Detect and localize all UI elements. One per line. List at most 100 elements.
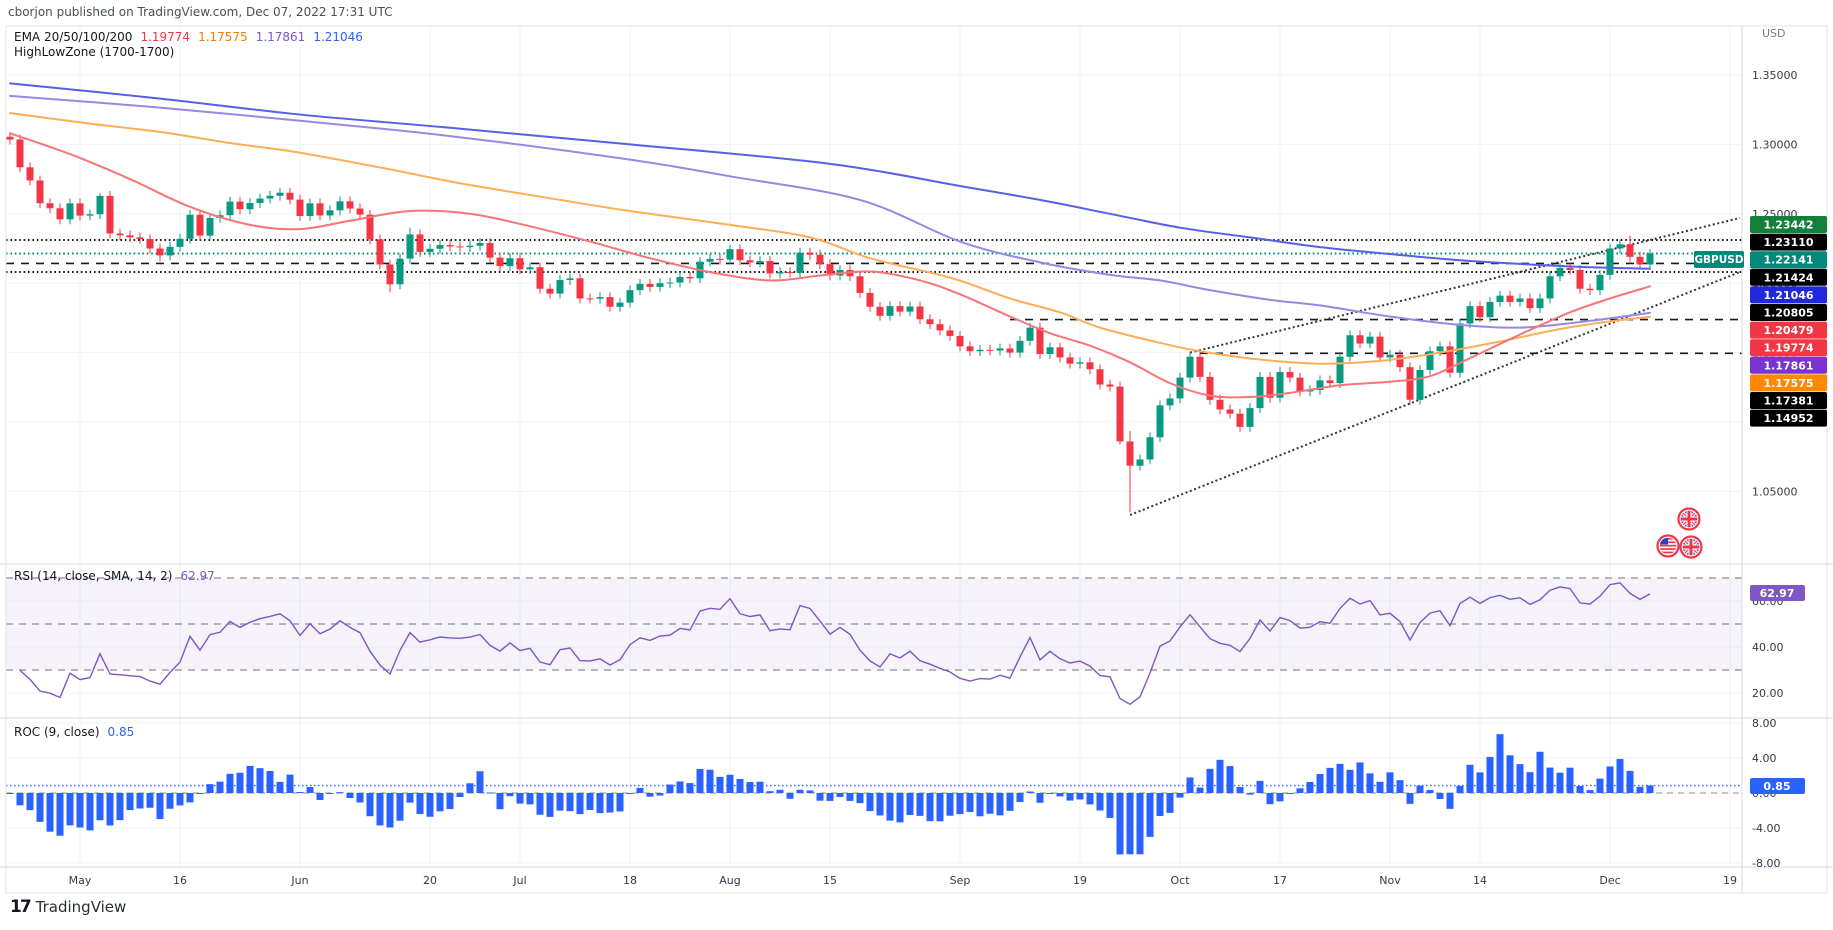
roc-bar [486,792,494,794]
flag-stickers[interactable] [1656,507,1703,559]
candle-body [1166,398,1174,406]
price-badge [1750,286,1827,304]
roc-bar [1356,762,1364,793]
ema50-line [9,112,1651,365]
roc-bar [846,793,854,801]
roc-bar [1416,785,1424,793]
candle-body [1466,306,1474,324]
time-scale[interactable]: May 16 Jun 20 Jul 18 Aug 15 Sep 19 Oct 17 Nov 14 Dec 19 [69,874,1737,887]
roc-bar [716,776,724,793]
roc-bar [906,793,914,815]
roc-tick-label: -8.00 [1752,857,1780,870]
roc-bar [706,769,714,793]
candle-body [996,348,1004,351]
roc-bar [1646,785,1654,793]
price-badge-value: 1.23442 [1763,219,1813,232]
candle-body [1516,298,1524,302]
candle-body [256,198,264,203]
price-badge-value: 1.19774 [1763,342,1813,355]
candle-body [1156,405,1164,438]
roc-bar [516,793,524,804]
rsi-legend[interactable]: RSI (14, close, SMA, 14, 2) 62.97 [14,569,215,583]
roc-label: ROC (9, close) [14,725,100,739]
candle-body [1586,288,1594,291]
roc-bar [316,793,324,800]
roc-bar [926,793,934,822]
candle-body [96,195,104,215]
candle-body [486,242,494,258]
roc-bar [1156,793,1164,816]
candle-body [326,210,334,216]
roc-bar [1076,793,1084,800]
price-scale-currency[interactable]: USD [1762,27,1786,40]
candle-body [1226,409,1234,414]
candle-body [1546,276,1554,299]
roc-bar [1026,791,1034,793]
roc-bar [166,793,174,809]
roc-bar [136,793,144,809]
roc-tick-label: 8.00 [1752,717,1777,730]
ema-legend[interactable]: EMA 20/50/100/200 1.19774 1.17575 1.1786… [14,30,363,44]
roc-bar [146,793,154,808]
candle-body [1066,357,1074,364]
dotted-trendline[interactable] [1129,271,1741,516]
candle-body [666,282,674,284]
candle-body [636,283,644,291]
roc-bar [1486,756,1494,793]
roc-bar [586,793,594,810]
roc-bar [106,793,114,826]
candle-body [346,201,354,209]
candle-body [1206,376,1214,400]
roc-bar [1246,793,1254,795]
ema100-value: 1.17861 [255,30,306,44]
roc-bar [1346,769,1354,793]
price-scale[interactable]: 1.350001.300001.250001.200001.150001.100… [1752,69,1798,870]
candle-body [656,283,664,287]
tradingview-brand[interactable]: 17 TradingView [10,897,126,917]
roc-bar [1506,755,1514,793]
roc-bar [1016,793,1024,802]
roc-bar [46,793,54,832]
roc-bar [1596,778,1604,793]
roc-bar [226,773,234,793]
roc-legend[interactable]: ROC (9, close) 0.85 [14,725,134,739]
candle-body [896,306,904,312]
ema-legend-label: EMA 20/50/100/200 [14,30,133,44]
roc-bar [636,787,644,793]
candle-body [1366,336,1374,344]
candle-body [286,192,294,200]
roc-bar [1526,772,1534,793]
roc-bar [986,793,994,814]
roc-bar [1336,763,1344,793]
candle-body [986,349,994,351]
candle-body [66,203,74,220]
roc-bar [836,793,844,797]
roc-bar [266,770,274,793]
roc-bar [56,793,64,836]
roc-bar [436,793,444,812]
roc-bar [336,792,344,794]
candle-body [1266,376,1274,398]
price-badge-value: 1.17575 [1763,377,1813,390]
candle-body [106,195,114,234]
candle-body [186,214,194,239]
roc-bar [616,793,624,812]
time-tick-label: Dec [1599,874,1620,887]
roc-bar [306,787,314,793]
dotted-trendline[interactable] [1189,216,1741,354]
highlowzone-legend[interactable]: HighLowZone (1700-1700) [14,45,174,59]
time-tick-label: 16 [173,874,187,887]
rsi-value: 62.97 [180,569,215,583]
candle-body [1556,267,1564,277]
candle-body [606,297,614,307]
roc-bar [256,768,264,793]
candle-body [586,298,594,300]
roc-bar [1536,751,1544,793]
price-badge [1750,304,1827,321]
roc-bar [1066,793,1074,801]
roc-bar [866,793,874,812]
candle-body [1606,248,1614,275]
roc-bar [466,783,474,793]
